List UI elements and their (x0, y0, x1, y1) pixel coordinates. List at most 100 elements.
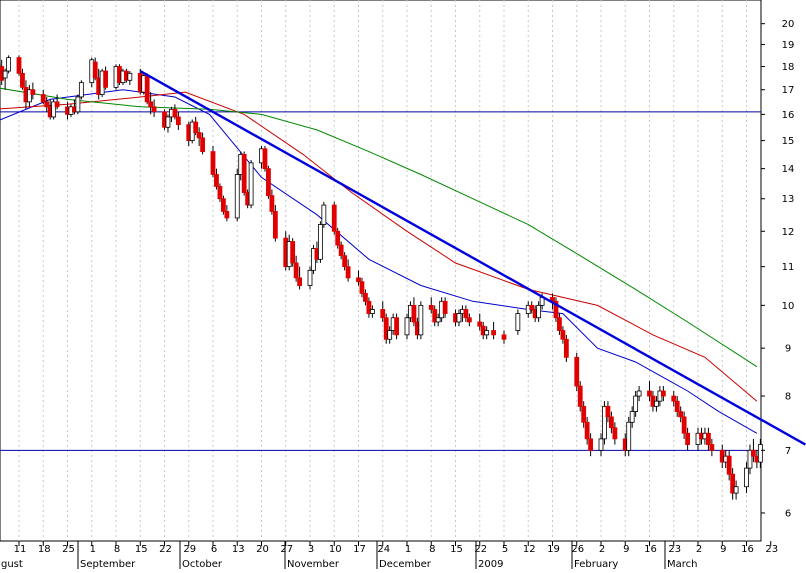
candle-body (648, 391, 652, 396)
y-tick-label: 11 (782, 262, 795, 273)
candle-body (20, 73, 24, 87)
x-day-label: 11 (14, 544, 27, 555)
candle (291, 238, 295, 267)
candle-body (357, 278, 361, 282)
candle-body (606, 406, 610, 417)
x-day-label: 16 (741, 544, 754, 555)
candle-body (585, 422, 589, 439)
candle (249, 160, 253, 208)
candle (318, 221, 322, 263)
candle-body (45, 102, 49, 107)
candle-body (214, 174, 218, 186)
candle-body (679, 412, 683, 417)
candle-body (31, 90, 35, 95)
y-tick-label: 12 (782, 227, 795, 238)
candle-body (263, 149, 267, 169)
candle-body (242, 154, 246, 192)
candle-body (710, 445, 714, 451)
x-day-label: 24 (377, 544, 390, 555)
candle-body (564, 339, 568, 357)
y-tick-label: 20 (782, 19, 795, 30)
candle-body (93, 62, 97, 78)
x-day-label: 17 (353, 544, 366, 555)
y-tick-label: 17 (782, 85, 795, 96)
candle-body (634, 396, 638, 412)
candle-body (370, 309, 374, 313)
candle-body (55, 102, 59, 107)
x-month-label: September (80, 559, 136, 569)
x-month-label: November (287, 559, 340, 569)
candle-body (41, 95, 45, 102)
x-day-label: 20 (256, 544, 269, 555)
candle-body (346, 267, 350, 278)
x-month-label: February (574, 559, 618, 569)
candle-body (686, 433, 690, 444)
candle-body (128, 73, 132, 80)
y-tick-label: 8 (785, 392, 791, 403)
candle-body (201, 138, 205, 152)
candle (419, 301, 423, 339)
candle-body (381, 309, 385, 317)
candle-body (443, 301, 447, 313)
candle-body (145, 76, 149, 102)
candle-body (176, 117, 180, 125)
candle-body (270, 196, 274, 212)
y-tick-label: 6 (785, 508, 791, 519)
x-day-label: 26 (571, 544, 584, 555)
candle (76, 95, 80, 115)
x-day-label: 6 (211, 544, 217, 555)
x-day-label: 2 (599, 544, 605, 555)
x-day-label: 1 (90, 544, 96, 555)
candle (332, 202, 336, 235)
candle-body (339, 245, 343, 256)
candle-body (429, 305, 433, 309)
candle-body (627, 422, 631, 450)
candle-body (654, 401, 658, 406)
x-day-label: 13 (232, 544, 245, 555)
candle-body (599, 439, 603, 450)
candle-body (332, 205, 336, 231)
x-day-label: 9 (623, 544, 629, 555)
x-month-label: March (667, 559, 697, 569)
candle-body (173, 109, 177, 117)
candle-body (436, 318, 440, 322)
candle-body (467, 318, 471, 322)
x-day-label: 1 (405, 544, 411, 555)
candle-body (727, 456, 731, 474)
candle (322, 202, 326, 228)
candle-body (582, 406, 586, 422)
candle-body (152, 107, 156, 112)
y-tick-label: 16 (782, 110, 795, 121)
candle-body (3, 71, 7, 78)
candle-body (419, 305, 423, 334)
x-day-label: 5 (502, 544, 508, 555)
y-tick-label: 7 (785, 446, 791, 457)
candle-body (537, 305, 541, 317)
candle-body (225, 211, 229, 218)
candle-body (211, 152, 215, 175)
candle-body (412, 305, 416, 322)
candle-body (675, 401, 679, 411)
candle-body (706, 433, 710, 444)
candle-body (249, 163, 253, 205)
y-tick-label: 14 (782, 164, 795, 175)
candle (145, 73, 149, 104)
candle-body (388, 331, 392, 340)
candle-body (266, 169, 270, 196)
candle-body (516, 314, 520, 331)
candle-body (530, 305, 534, 309)
candle-body (308, 270, 312, 285)
x-day-label: 27 (280, 544, 293, 555)
x-day-label: 8 (429, 544, 435, 555)
candle-body (395, 318, 399, 335)
candle-body (318, 225, 322, 260)
x-day-label: 29 (183, 544, 196, 555)
y-tick-label: 15 (782, 136, 795, 147)
candle-body (235, 174, 239, 217)
candle-body (630, 412, 634, 423)
candle-body (197, 133, 201, 138)
candle-body (273, 211, 277, 238)
candle-body (194, 122, 198, 132)
